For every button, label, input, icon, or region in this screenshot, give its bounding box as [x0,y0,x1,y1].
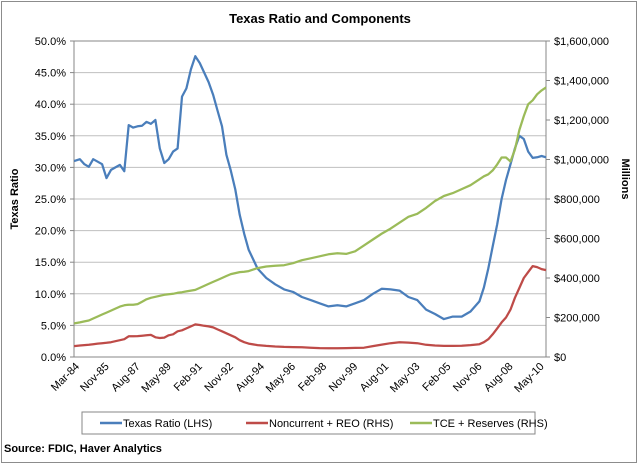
left-tick-label: 10.0% [35,289,66,301]
x-tick-label: May-89 [139,361,173,395]
x-tick-label: Feb-05 [420,361,453,394]
right-tick-label: $1,600,000 [554,36,609,48]
x-tick-label: Nov-92 [202,361,236,395]
left-tick-label: 50.0% [35,36,66,48]
source-note: Source: FDIC, Haver Analytics [4,443,162,455]
x-tick-label: Aug-94 [233,361,267,395]
x-axis-ticks: Mar-84Nov-85Aug-87May-89Feb-91Nov-92Aug-… [49,361,547,395]
right-axis-label: Millions [619,159,631,200]
right-axis-ticks: $0 $200,000 $400,000 $600,000 $800,000 $1,000… [546,36,609,364]
x-tick-label: Feb-98 [296,361,329,394]
x-tick-label: Feb-91 [172,361,205,394]
legend-label-texas-ratio: Texas Ratio (LHS) [123,418,212,430]
x-tick-label: Aug-87 [109,361,143,395]
left-tick-label: 30.0% [35,162,66,174]
gridlines [74,72,546,326]
x-tick-label: May-96 [264,361,298,395]
x-tick-label: Aug-01 [358,361,392,395]
left-tick-label: 5.0% [41,320,66,332]
left-axis-label: Texas Ratio [9,168,21,229]
right-tick-label: $1,400,000 [554,76,609,88]
series-lines [73,55,547,350]
x-tick-label: Aug-08 [482,361,516,395]
series-texas-ratio [73,55,547,321]
x-tick-label: Nov-06 [451,361,485,395]
left-tick-label: 45.0% [35,68,66,80]
left-tick-label: 20.0% [35,226,66,238]
left-axis-ticks: 0.0% 5.0% 10.0% 15.0% 20.0% 25.0% 30.0% 35.0% 40… [35,36,74,364]
right-tick-label: $1,000,000 [554,155,609,167]
legend-label-noncurrent-reo: Noncurrent + REO (RHS) [269,418,393,430]
x-tick-label: Nov-85 [78,361,112,395]
series-tce-reserves [73,86,547,325]
right-tick-label: $200,000 [554,313,600,325]
legend: Texas Ratio (LHS) Noncurrent + REO (RHS)… [81,411,548,435]
series-noncurrent-reo [73,264,547,350]
x-tick-label: May-03 [388,361,422,395]
left-tick-label: 35.0% [35,131,66,143]
right-tick-label: $800,000 [554,194,600,206]
left-tick-label: 15.0% [35,257,66,269]
x-tick-label: Mar-84 [49,361,82,394]
x-tick-label: Nov-99 [327,361,361,395]
x-tick-label: May-10 [512,361,546,395]
right-tick-label: $600,000 [554,234,600,246]
right-tick-label: $1,200,000 [554,115,609,127]
left-tick-label: 40.0% [35,99,66,111]
left-tick-label: 25.0% [35,194,66,206]
legend-label-tce-reserves: TCE + Reserves (RHS) [433,418,548,430]
chart-title: Texas Ratio and Components [229,11,411,26]
left-tick-label: 0.0% [41,352,66,364]
legend-box [81,411,536,435]
right-tick-label: $0 [554,352,566,364]
right-tick-label: $400,000 [554,273,600,285]
